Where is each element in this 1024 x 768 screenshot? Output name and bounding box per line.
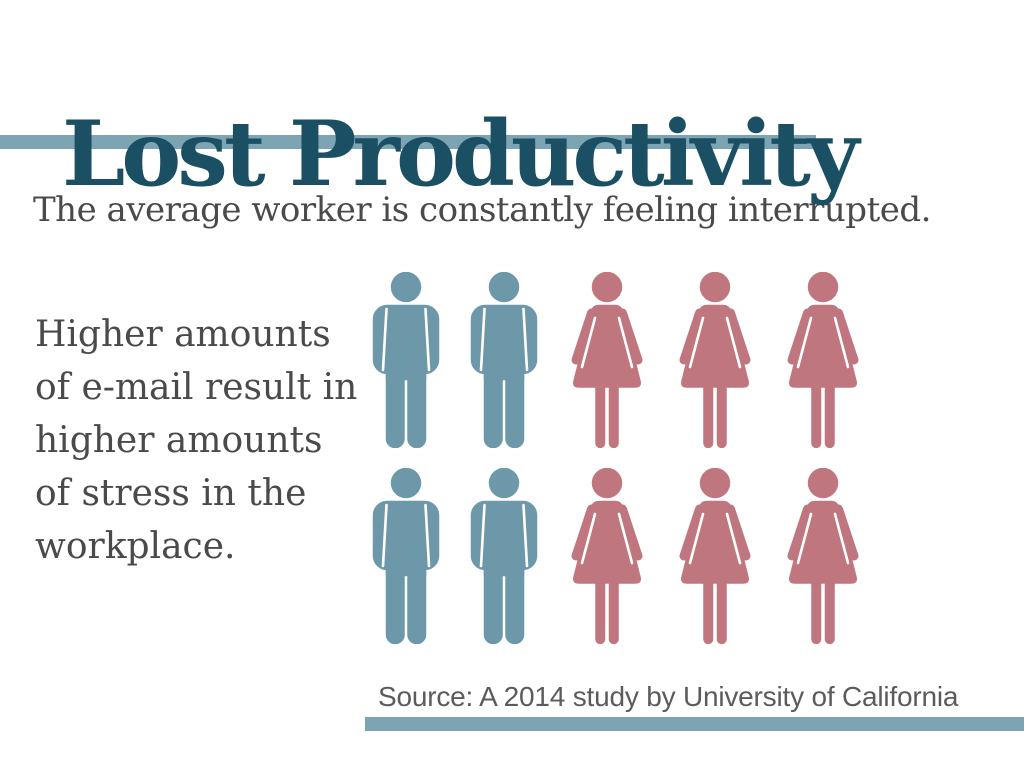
person-male-icon	[470, 468, 538, 644]
pictogram-row	[372, 272, 862, 448]
title-underline-bar	[0, 135, 816, 149]
paragraph-line: of stress in the	[35, 473, 307, 514]
person-male-icon	[372, 468, 440, 644]
person-female-icon	[676, 272, 754, 448]
person-female-icon	[568, 468, 646, 644]
person-female-icon	[784, 468, 862, 644]
paragraph-line: Higher amounts	[35, 314, 331, 355]
person-female-icon	[784, 272, 862, 448]
paragraph-line: workplace.	[35, 526, 236, 567]
pictogram	[372, 272, 862, 644]
intro-text: The average worker is constantly feeling…	[33, 190, 931, 230]
stress-paragraph: Higher amounts of e-mail result in highe…	[35, 308, 357, 573]
pictogram-row	[372, 468, 862, 644]
source-text: Source: A 2014 study by University of Ca…	[378, 681, 959, 712]
person-male-icon	[470, 272, 538, 448]
paragraph-line: of e-mail result in	[35, 367, 358, 408]
source-underline-bar	[365, 717, 1024, 731]
page-title: Lost Productivity	[62, 101, 859, 208]
paragraph-line: higher amounts	[35, 420, 323, 461]
person-female-icon	[676, 468, 754, 644]
person-male-icon	[372, 272, 440, 448]
person-female-icon	[568, 272, 646, 448]
